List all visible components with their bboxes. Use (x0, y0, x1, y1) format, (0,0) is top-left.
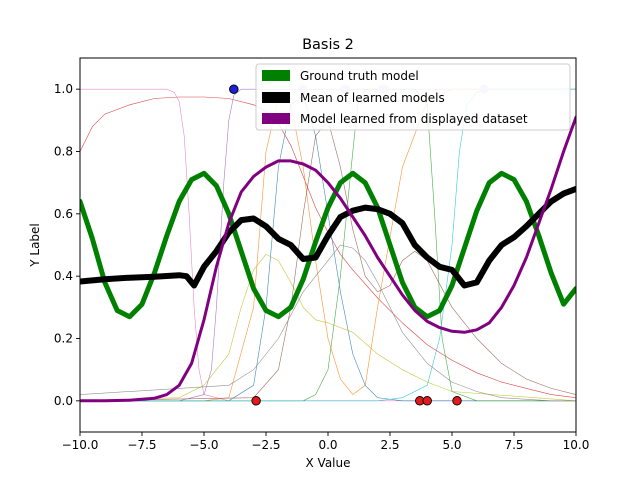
data-point (452, 396, 462, 406)
legend-swatch-learned (262, 113, 290, 124)
x-axis-ticks: −10.0 −7.5 −5.0 −2.5 0.0 2.5 5.0 7.5 10.0 (62, 432, 590, 452)
legend: Ground truth model Mean of learned model… (255, 63, 571, 131)
x-tick-label: 2.5 (380, 438, 399, 452)
legend-swatch-ground-truth (262, 70, 290, 81)
y-tick-label: 1.0 (54, 82, 73, 96)
y-axis-ticks: 0.0 0.2 0.4 0.6 0.8 1.0 (54, 82, 80, 408)
data-point (422, 396, 432, 406)
data-point (229, 84, 239, 94)
legend-swatch-mean (262, 92, 290, 103)
y-tick-label: 0.4 (54, 269, 73, 283)
data-point (251, 396, 261, 406)
x-tick-label: 7.5 (504, 438, 523, 452)
x-tick-label: 5.0 (442, 438, 461, 452)
series-line-learned (80, 115, 576, 403)
basis-curve-7 (80, 119, 576, 402)
series-line-mean (80, 185, 576, 289)
legend-label-learned: Model learned from displayed dataset (300, 112, 528, 126)
basis-curve-0 (80, 96, 576, 398)
series-line-ground-truth (80, 170, 576, 320)
series-lines (80, 115, 576, 403)
basis-curve-3 (80, 88, 576, 402)
legend-box (255, 63, 571, 131)
x-tick-label: 0.0 (318, 438, 337, 452)
x-tick-label: −2.5 (251, 438, 280, 452)
basis-curve-9 (80, 244, 576, 402)
x-tick-label: −5.0 (189, 438, 218, 452)
x-tick-label: −7.5 (127, 438, 156, 452)
legend-label-mean: Mean of learned models (300, 91, 445, 105)
y-tick-label: 0.2 (54, 332, 73, 346)
x-tick-label: −10.0 (62, 438, 99, 452)
chart-title: Basis 2 (302, 37, 354, 53)
y-tick-label: 0.8 (54, 145, 73, 159)
y-axis-label: Y Label (28, 223, 42, 268)
legend-label-ground-truth: Ground truth model (300, 69, 419, 83)
y-tick-label: 0.6 (54, 207, 73, 221)
x-tick-label: 10.0 (563, 438, 590, 452)
y-tick-label: 0.0 (54, 394, 73, 408)
x-axis-label: X Value (306, 456, 351, 470)
